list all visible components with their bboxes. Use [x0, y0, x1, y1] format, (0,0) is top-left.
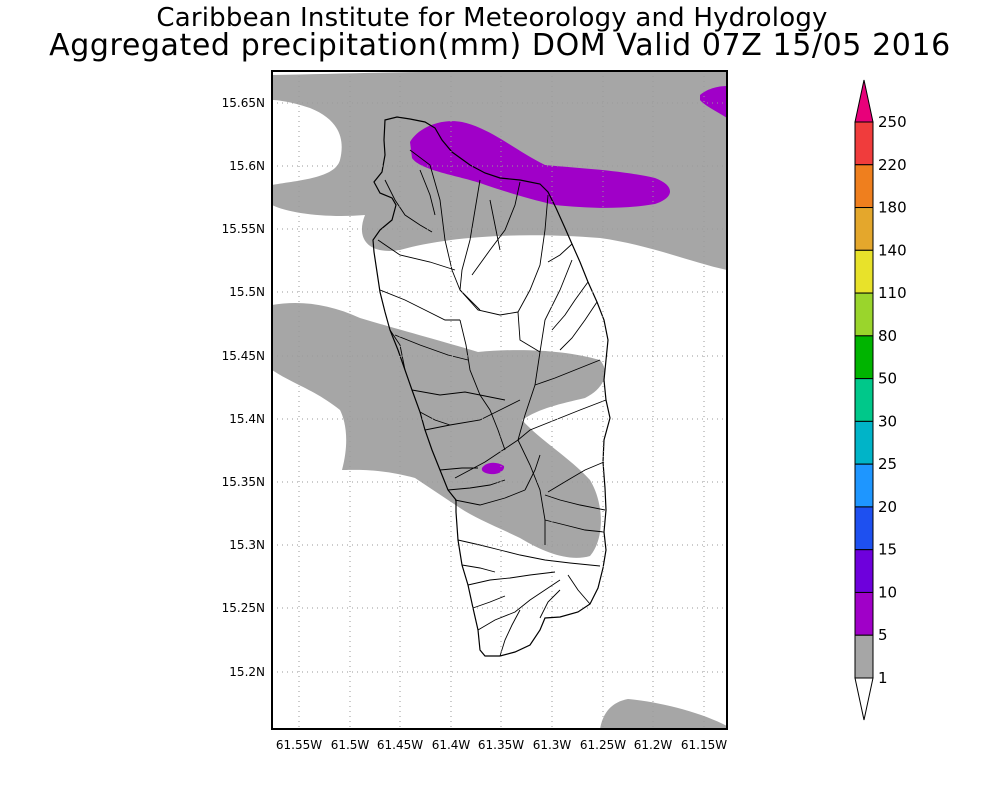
legend-swatch [854, 207, 874, 251]
legend-swatch [854, 634, 874, 679]
legend-label: 80 [878, 327, 897, 345]
lon-tick-label: 61.45W [377, 738, 423, 752]
legend-swatch [854, 420, 874, 465]
legend-swatch [854, 506, 874, 551]
legend-swatch [854, 121, 874, 166]
watershed-boundaries [377, 149, 607, 657]
legend-swatch [854, 378, 874, 422]
lat-tick-label: 15.6N [229, 159, 265, 173]
legend-label: 25 [878, 455, 897, 473]
legend-swatch [854, 164, 874, 209]
lat-tick-label: 15.35N [222, 475, 265, 489]
legend-swatch [854, 591, 874, 636]
legend-swatch [854, 292, 874, 337]
legend-swatch [854, 79, 874, 123]
precip-region-5-10 [410, 121, 671, 208]
legend-label: 5 [878, 626, 888, 644]
lat-tick-label: 15.4N [229, 412, 265, 426]
legend-label: 10 [878, 583, 897, 601]
map-frame [271, 70, 728, 730]
legend-label: 15 [878, 541, 897, 559]
lat-tick-label: 15.65N [222, 96, 265, 110]
legend-swatch [854, 335, 874, 380]
lon-tick-label: 61.3W [533, 738, 572, 752]
lon-tick-label: 61.25W [580, 738, 626, 752]
precip-region-5-10 [700, 86, 727, 118]
lon-tick-label: 61.5W [331, 738, 370, 752]
legend-swatch [854, 249, 874, 294]
graticule [272, 71, 727, 729]
legend-label: 250 [878, 113, 907, 131]
title-line-1: Caribbean Institute for Meteorology and … [156, 3, 828, 33]
lon-tick-label: 61.55W [276, 738, 322, 752]
lon-tick-label: 61.15W [681, 738, 727, 752]
lat-tick-label: 15.5N [229, 285, 265, 299]
title-line-2: Aggregated precipitation(mm) DOM Valid 0… [49, 28, 951, 63]
legend-label: 20 [878, 498, 897, 516]
legend-swatch [854, 549, 874, 593]
lat-tick-label: 15.55N [222, 222, 265, 236]
lon-tick-label: 61.35W [478, 738, 524, 752]
legend-label: 30 [878, 412, 897, 430]
legend-label: 220 [878, 156, 907, 174]
lon-tick-label: 61.2W [634, 738, 673, 752]
lat-tick-label: 15.3N [229, 538, 265, 552]
legend-swatch [854, 677, 874, 721]
legend-label: 140 [878, 241, 907, 259]
legend-label: 50 [878, 370, 897, 388]
island-coastline [372, 116, 611, 657]
lat-tick-label: 15.2N [229, 665, 265, 679]
precip-region-1-5 [600, 699, 727, 729]
legend-label: 110 [878, 284, 907, 302]
lon-tick-label: 61.4W [432, 738, 471, 752]
legend-label: 1 [878, 669, 888, 687]
latitude-axis: 15.65N 15.6N 15.55N 15.5N 15.45N 15.4N 1… [222, 96, 265, 679]
legend-swatch [854, 463, 874, 508]
longitude-axis: 61.55W 61.5W 61.45W 61.4W 61.35W 61.3W 6… [276, 738, 727, 752]
color-legend: 250 220 180 140 110 80 50 30 25 20 15 10 5 1 [854, 79, 907, 721]
legend-label: 180 [878, 199, 907, 217]
lat-tick-label: 15.45N [222, 349, 265, 363]
precip-region-5-10 [481, 462, 505, 475]
lat-tick-label: 15.25N [222, 601, 265, 615]
map-plot-area [272, 71, 727, 729]
precip-region-1-5 [272, 302, 605, 558]
